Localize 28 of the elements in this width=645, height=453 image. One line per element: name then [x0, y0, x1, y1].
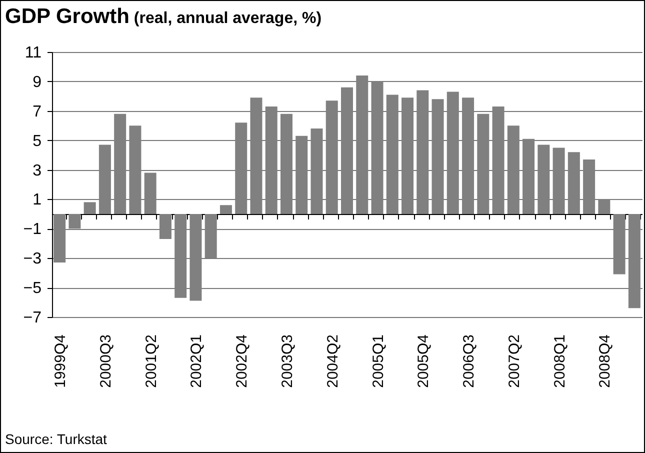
- x-tick-label: 2000Q3: [97, 334, 114, 388]
- x-tick-label: 2008Q4: [596, 334, 614, 388]
- bar: [84, 202, 96, 214]
- x-tick-label: 2008Q1: [551, 334, 568, 388]
- x-tick-label: 2001Q2: [142, 334, 160, 388]
- y-tick-label: 11: [24, 44, 42, 62]
- y-tick-label: 5: [32, 132, 42, 150]
- x-tick-label: 2007Q2: [506, 334, 523, 388]
- chart-subtitle: (real, annual average, %): [134, 10, 322, 27]
- x-tick-label: 2006Q3: [460, 334, 478, 388]
- bar: [220, 205, 232, 214]
- y-tick-label: −3: [23, 250, 42, 268]
- y-tick-label: −5: [23, 280, 42, 298]
- x-tick-label: 2004Q2: [324, 334, 342, 388]
- x-tick-label: 2002Q4: [234, 334, 251, 388]
- y-tick-label: 1: [32, 192, 42, 209]
- x-tick-label: 2005Q4: [415, 334, 432, 388]
- x-tick-label: 2005Q1: [370, 334, 387, 388]
- y-tick-label: −7: [23, 310, 42, 326]
- y-tick-label: 9: [32, 74, 42, 91]
- source-note: Source: Turkstat: [5, 431, 107, 447]
- x-tick-label: 2002Q1: [188, 334, 206, 388]
- x-tick-label: 1999Q4: [52, 334, 70, 388]
- y-tick-label: −1: [23, 221, 42, 238]
- x-tick-label: 2003Q3: [278, 334, 296, 388]
- y-tick-label: 7: [32, 103, 42, 120]
- chart-title: GDP Growth: [5, 5, 130, 28]
- y-tick-label: 3: [32, 162, 42, 180]
